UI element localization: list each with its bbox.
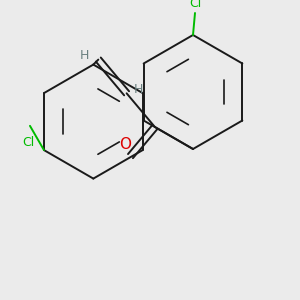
Text: H: H [134, 83, 143, 96]
Text: O: O [119, 136, 131, 152]
Text: H: H [80, 49, 89, 62]
Text: Cl: Cl [189, 0, 201, 10]
Text: Cl: Cl [22, 136, 34, 149]
